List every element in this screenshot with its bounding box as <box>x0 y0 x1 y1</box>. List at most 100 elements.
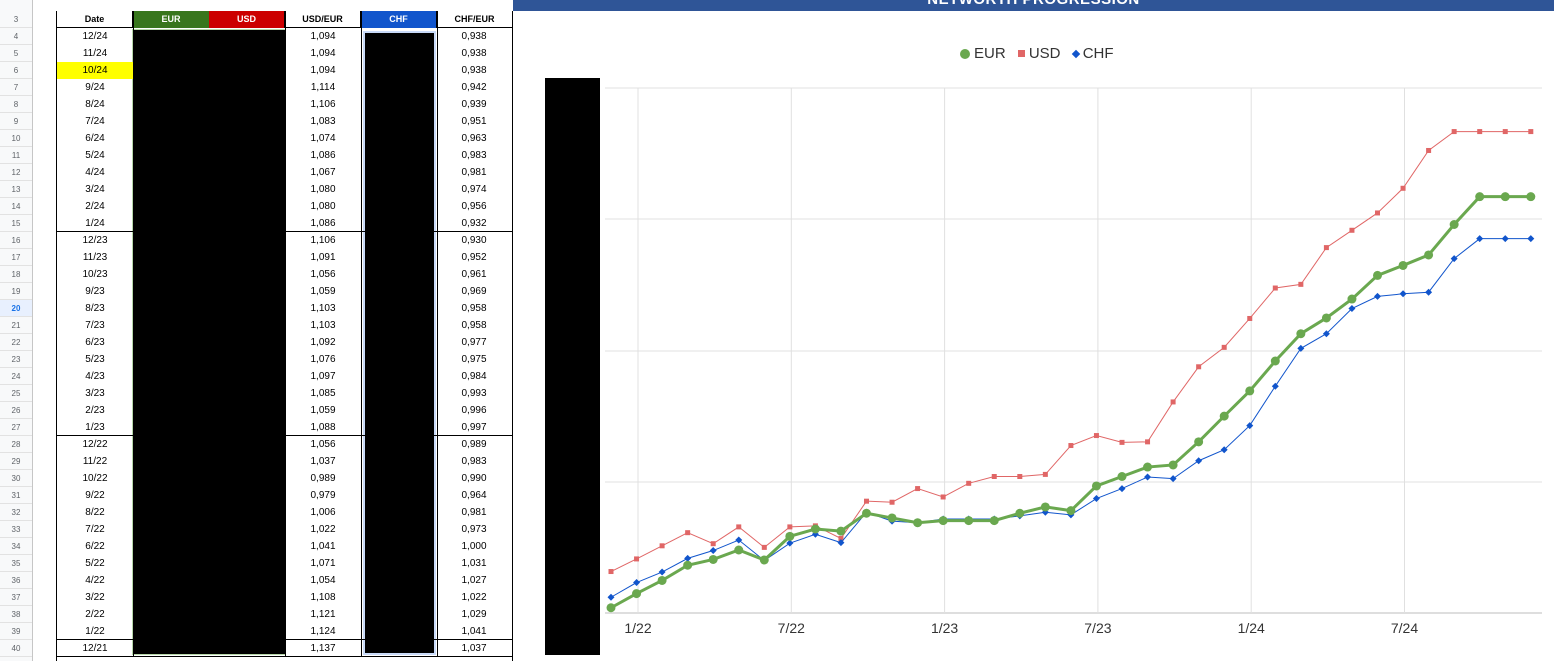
date-cell[interactable]: 2/22 <box>85 609 105 620</box>
usd-eur-cell[interactable]: 1,103 <box>310 320 336 331</box>
date-cell[interactable]: 4/23 <box>85 371 105 382</box>
chf-eur-cell[interactable]: 0,939 <box>461 99 487 110</box>
header-chf-eur[interactable]: CHF/EUR <box>437 11 512 28</box>
row-number[interactable]: 35 <box>0 555 32 572</box>
header-usd-eur[interactable]: USD/EUR <box>285 11 361 28</box>
row-number[interactable]: 30 <box>0 470 32 487</box>
usd-eur-cell[interactable]: 1,088 <box>310 422 336 433</box>
row-number[interactable]: 18 <box>0 266 32 283</box>
row-number[interactable]: 6 <box>0 62 32 79</box>
date-cell[interactable]: 8/24 <box>85 99 105 110</box>
chf-eur-cell[interactable]: 0,938 <box>461 31 487 42</box>
date-cell[interactable]: 4/24 <box>85 167 105 178</box>
date-cell[interactable]: 7/22 <box>85 524 105 535</box>
row-number[interactable]: 27 <box>0 419 32 436</box>
legend-eur[interactable]: EUR <box>960 45 1006 62</box>
usd-eur-cell[interactable]: 1,124 <box>310 626 336 637</box>
row-number[interactable]: 24 <box>0 368 32 385</box>
chf-eur-cell[interactable]: 0,952 <box>461 252 487 263</box>
date-cell[interactable]: 2/23 <box>85 405 105 416</box>
date-cell[interactable]: 11/22 <box>82 456 108 467</box>
usd-eur-cell[interactable]: 1,103 <box>310 303 336 314</box>
date-cell[interactable]: 6/23 <box>85 337 105 348</box>
row-number[interactable]: 26 <box>0 402 32 419</box>
usd-eur-cell[interactable]: 1,137 <box>310 643 336 654</box>
date-cell[interactable]: 12/22 <box>82 439 108 450</box>
chf-eur-cell[interactable]: 0,930 <box>461 235 487 246</box>
chf-eur-cell[interactable]: 0,969 <box>461 286 487 297</box>
row-number[interactable]: 4 <box>0 28 32 45</box>
usd-eur-cell[interactable]: 1,071 <box>310 558 336 569</box>
usd-eur-cell[interactable]: 1,094 <box>310 31 336 42</box>
date-cell[interactable]: 6/24 <box>85 133 105 144</box>
row-number[interactable]: 22 <box>0 334 32 351</box>
row-number[interactable]: 13 <box>0 181 32 198</box>
date-cell[interactable]: 10/24 <box>57 62 133 79</box>
row-number[interactable]: 12 <box>0 164 32 181</box>
row-number[interactable]: 40 <box>0 640 32 657</box>
chf-eur-cell[interactable]: 1,041 <box>461 626 487 637</box>
date-cell[interactable]: 12/24 <box>82 31 108 42</box>
usd-eur-cell[interactable]: 1,121 <box>310 609 336 620</box>
chf-eur-cell[interactable]: 0,983 <box>461 150 487 161</box>
row-number[interactable]: 16 <box>0 232 32 249</box>
chf-eur-cell[interactable]: 0,993 <box>461 388 487 399</box>
usd-eur-cell[interactable]: 1,086 <box>310 150 336 161</box>
chf-eur-cell[interactable]: 0,942 <box>461 82 487 93</box>
chf-eur-cell[interactable]: 1,000 <box>461 541 487 552</box>
chf-eur-cell[interactable]: 0,951 <box>461 116 487 127</box>
usd-eur-cell[interactable]: 1,083 <box>310 116 336 127</box>
usd-eur-cell[interactable]: 1,108 <box>310 592 336 603</box>
usd-eur-cell[interactable]: 0,989 <box>310 473 336 484</box>
row-number[interactable]: 14 <box>0 198 32 215</box>
row-number[interactable]: 34 <box>0 538 32 555</box>
usd-eur-cell[interactable]: 1,094 <box>310 65 336 76</box>
usd-eur-cell[interactable]: 1,080 <box>310 184 336 195</box>
chf-eur-cell[interactable]: 0,956 <box>461 201 487 212</box>
legend-chf[interactable]: CHF <box>1071 45 1114 62</box>
chf-eur-cell[interactable]: 0,938 <box>461 48 487 59</box>
row-number[interactable]: 32 <box>0 504 32 521</box>
usd-eur-cell[interactable]: 1,056 <box>310 439 336 450</box>
row-number[interactable]: 28 <box>0 436 32 453</box>
date-cell[interactable]: 3/24 <box>85 184 105 195</box>
chf-eur-cell[interactable]: 1,027 <box>461 575 487 586</box>
chf-eur-cell[interactable]: 1,029 <box>461 609 487 620</box>
date-cell[interactable]: 10/23 <box>82 269 108 280</box>
row-number[interactable]: 37 <box>0 589 32 606</box>
date-cell[interactable]: 9/23 <box>85 286 105 297</box>
chf-eur-cell[interactable]: 0,975 <box>461 354 487 365</box>
chf-eur-cell[interactable]: 1,031 <box>461 558 487 569</box>
date-cell[interactable]: 5/23 <box>85 354 105 365</box>
date-cell[interactable]: 1/23 <box>85 422 105 433</box>
date-cell[interactable]: 12/21 <box>82 643 108 654</box>
row-number[interactable]: 9 <box>0 113 32 130</box>
usd-eur-cell[interactable]: 1,059 <box>310 405 336 416</box>
row-number[interactable]: 20 <box>0 300 32 317</box>
usd-eur-cell[interactable]: 0,979 <box>310 490 336 501</box>
row-number[interactable]: 3 <box>0 11 32 28</box>
usd-eur-cell[interactable]: 1,092 <box>310 337 336 348</box>
row-number[interactable]: 5 <box>0 45 32 62</box>
date-cell[interactable]: 4/22 <box>85 575 105 586</box>
usd-eur-cell[interactable]: 1,080 <box>310 201 336 212</box>
chf-eur-cell[interactable]: 0,958 <box>461 303 487 314</box>
chf-eur-cell[interactable]: 1,022 <box>461 592 487 603</box>
chf-eur-cell[interactable]: 0,990 <box>461 473 487 484</box>
usd-eur-cell[interactable]: 1,086 <box>310 218 336 229</box>
date-cell[interactable]: 3/22 <box>85 592 105 603</box>
chf-eur-cell[interactable]: 0,989 <box>461 439 487 450</box>
chf-eur-cell[interactable]: 0,984 <box>461 371 487 382</box>
date-cell[interactable]: 1/22 <box>85 626 105 637</box>
chf-eur-cell[interactable]: 0,981 <box>461 507 487 518</box>
usd-eur-cell[interactable]: 1,074 <box>310 133 336 144</box>
date-cell[interactable]: 2/24 <box>85 201 105 212</box>
date-cell[interactable]: 5/24 <box>85 150 105 161</box>
header-chf[interactable]: CHF <box>361 11 437 28</box>
date-cell[interactable]: 3/23 <box>85 388 105 399</box>
header-usd[interactable]: USD <box>209 11 285 28</box>
usd-eur-cell[interactable]: 1,056 <box>310 269 336 280</box>
date-cell[interactable]: 8/23 <box>85 303 105 314</box>
row-number[interactable]: 15 <box>0 215 32 232</box>
header-date[interactable]: Date <box>57 11 133 28</box>
